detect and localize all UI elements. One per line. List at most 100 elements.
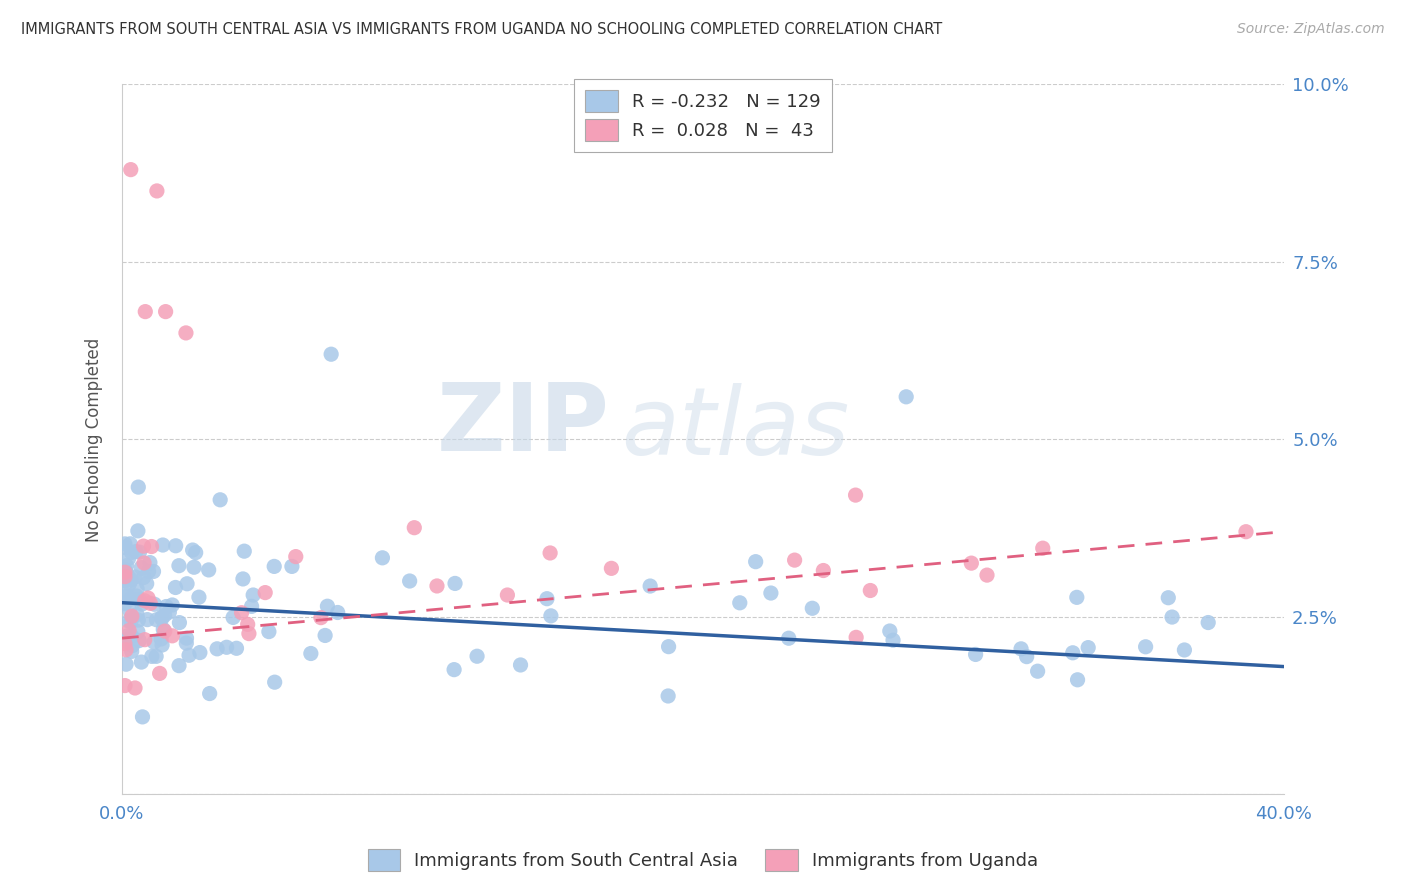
Point — [118, 576, 141, 591]
Point — [882, 633, 904, 648]
Point — [254, 585, 277, 599]
Point — [176, 636, 198, 650]
Point — [509, 657, 531, 672]
Point — [117, 568, 139, 582]
Point — [465, 649, 488, 664]
Point — [150, 610, 173, 624]
Point — [131, 597, 153, 611]
Point — [426, 579, 449, 593]
Point — [316, 599, 339, 614]
Point — [125, 607, 148, 622]
Point — [125, 589, 148, 603]
Point — [165, 539, 187, 553]
Point — [114, 573, 136, 587]
Point — [120, 537, 142, 551]
Point — [114, 565, 136, 579]
Point — [236, 617, 259, 632]
Point — [299, 647, 322, 661]
Point — [149, 666, 172, 681]
Point — [127, 524, 149, 538]
Point — [155, 304, 177, 318]
Point — [129, 560, 152, 574]
Point — [209, 492, 232, 507]
Point — [187, 590, 209, 604]
Point — [225, 641, 247, 656]
Point — [141, 540, 163, 554]
Point — [1077, 640, 1099, 655]
Point — [121, 609, 143, 624]
Point — [1062, 646, 1084, 660]
Point — [263, 559, 285, 574]
Point — [114, 590, 136, 604]
Point — [114, 637, 136, 651]
Point — [960, 556, 983, 570]
Point — [658, 640, 681, 654]
Point — [120, 591, 142, 606]
Point — [205, 641, 228, 656]
Point — [1173, 643, 1195, 657]
Point — [1010, 641, 1032, 656]
Point — [398, 574, 420, 588]
Text: IMMIGRANTS FROM SOUTH CENTRAL ASIA VS IMMIGRANTS FROM UGANDA NO SCHOOLING COMPLE: IMMIGRANTS FROM SOUTH CENTRAL ASIA VS IM… — [21, 22, 942, 37]
Point — [215, 640, 238, 655]
Point — [132, 556, 155, 570]
Point — [141, 649, 163, 664]
Point — [132, 539, 155, 553]
Point — [121, 629, 143, 643]
Point — [177, 648, 200, 663]
Point — [150, 632, 173, 646]
Point — [845, 488, 868, 502]
Point — [638, 579, 661, 593]
Point — [114, 587, 136, 601]
Point — [114, 633, 136, 648]
Point — [114, 563, 136, 577]
Point — [845, 631, 868, 645]
Point — [114, 566, 136, 580]
Point — [153, 624, 176, 639]
Point — [976, 568, 998, 582]
Point — [896, 390, 918, 404]
Point — [143, 597, 166, 611]
Point — [965, 648, 987, 662]
Text: ZIP: ZIP — [437, 379, 610, 471]
Point — [162, 598, 184, 612]
Point — [263, 675, 285, 690]
Point — [114, 541, 136, 555]
Point — [1066, 591, 1088, 605]
Point — [197, 563, 219, 577]
Point — [145, 613, 167, 627]
Point — [222, 610, 245, 624]
Point — [150, 638, 173, 652]
Point — [1161, 610, 1184, 624]
Legend: R = -0.232   N = 129, R =  0.028   N =  43: R = -0.232 N = 129, R = 0.028 N = 43 — [574, 79, 831, 153]
Point — [801, 601, 824, 615]
Point — [124, 570, 146, 584]
Point — [198, 687, 221, 701]
Point — [128, 545, 150, 559]
Point — [131, 655, 153, 669]
Point — [117, 629, 139, 643]
Point — [188, 646, 211, 660]
Point — [124, 681, 146, 695]
Point — [153, 608, 176, 623]
Point — [127, 582, 149, 596]
Point — [157, 605, 180, 619]
Point — [125, 544, 148, 558]
Point — [879, 624, 901, 638]
Point — [183, 560, 205, 574]
Point — [114, 537, 136, 551]
Point — [155, 599, 177, 614]
Y-axis label: No Schooling Completed: No Schooling Completed — [86, 337, 103, 541]
Point — [120, 162, 142, 177]
Point — [176, 631, 198, 645]
Point — [600, 561, 623, 575]
Point — [134, 594, 156, 608]
Point — [1234, 524, 1257, 539]
Point — [1015, 649, 1038, 664]
Point — [165, 581, 187, 595]
Point — [540, 608, 562, 623]
Point — [132, 570, 155, 584]
Point — [1066, 673, 1088, 687]
Point — [121, 639, 143, 653]
Point — [184, 546, 207, 560]
